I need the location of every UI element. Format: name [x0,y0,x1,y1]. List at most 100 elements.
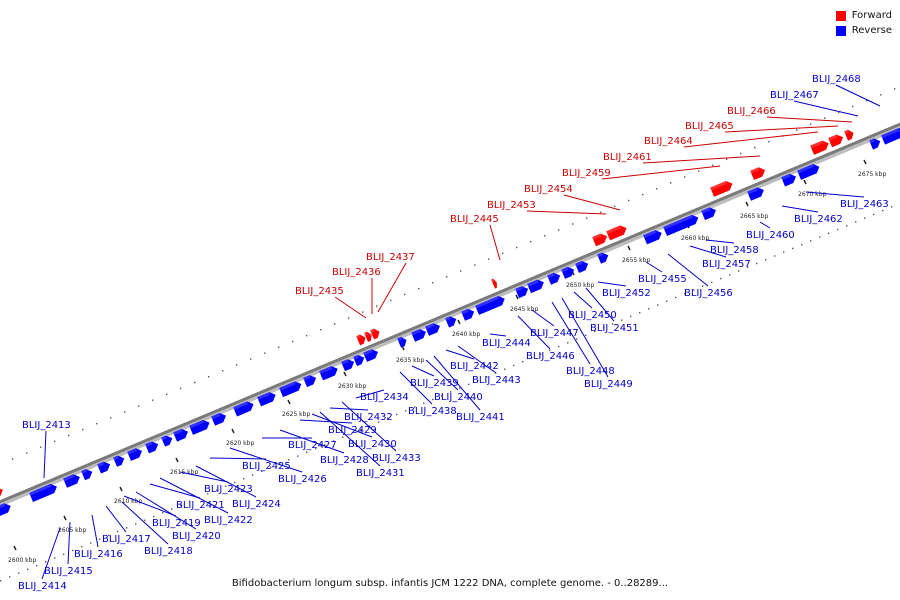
reverse-gene-arrow [663,214,699,237]
ruler-dot [297,455,299,457]
ruler-dot [639,311,641,314]
ruler-dot [414,406,416,408]
gene-highlight [881,128,900,139]
ruler-dot [117,530,119,533]
reverse-label-leader [279,429,345,454]
tick-dots [0,88,896,582]
reverse-label-leader [759,221,771,229]
forward-gene-label: BLIJ_2459 [562,168,611,179]
forward-gene-arrow [844,129,854,141]
forward-gene-arrow [710,180,733,197]
reverse-gene-arrow [211,412,227,426]
ruler-dot [819,236,821,238]
ruler-dot [586,217,588,219]
gene-highlight [781,173,791,181]
ruler-dot [866,99,868,102]
reverse-gene-label: BLIJ_2415 [44,566,93,577]
forward-gene-label: BLIJ_2466 [727,106,776,117]
gene-highlight [97,461,105,468]
reverse-label-leader [433,355,481,411]
reverse-label-leader [645,261,663,273]
reverse-gene-arrow [257,392,276,407]
gene-highlight [828,134,838,141]
reverse-label-leader [489,333,507,337]
ruler-dot [369,425,371,427]
ruler-dot [657,304,659,306]
ruler-dot [45,561,47,563]
gene-highlight [643,230,657,238]
reverse-label-leader [705,239,735,244]
reverse-gene-arrow [161,435,173,447]
reverse-gene-label: BLIJ_2418 [144,546,193,557]
ruler-dot [504,368,506,370]
ruler-dot [124,411,126,413]
reverse-label-leader [355,389,385,399]
ruler-dot [796,129,798,131]
gene-highlight [364,331,369,336]
tick-label: 2645 kbp [510,306,538,313]
ruler-dot [711,281,713,284]
ruler-dot [376,305,378,307]
reverse-gene-label: BLIJ_2442 [450,361,499,372]
forward-gene-body [364,331,372,342]
forward-gene-label: BLIJ_2435 [295,286,344,297]
tick-label: 2660 kbp [681,235,709,242]
forward-label-leader [601,165,721,180]
reverse-gene-label: BLIJ_2444 [482,338,531,349]
gene-highlight [145,441,153,447]
tick-label: 2625 kbp [282,411,310,418]
reverse-gene-label: BLIJ_2448 [566,366,615,377]
ruler-dot [252,474,254,476]
ruler-dot [459,387,461,389]
ruler-dot [432,282,434,284]
reverse-gene-body [663,214,699,237]
ruler-dot [720,277,722,280]
ruler-dot [208,376,210,378]
ruler-dot [628,199,630,202]
forward-gene-arrow [0,487,3,501]
gene-highlight [701,207,711,214]
reverse-gene-label: BLIJ_2457 [702,259,751,270]
forward-gene-label: BLIJ_2464 [644,136,693,147]
ruler-dot [396,413,398,416]
reverse-gene-label: BLIJ_2426 [278,474,327,485]
gene-highlight [63,474,75,482]
forward-gene-body [844,129,854,141]
label-leader-lines [41,84,881,580]
reverse-label-leader [689,245,727,258]
tick-mark [457,319,461,325]
reverse-gene-arrow [547,272,561,285]
forward-gene-body [810,140,829,155]
backbone-shadow [0,122,900,508]
ruler-dot [522,360,524,363]
reverse-gene-body [869,138,881,150]
reverse-gene-body [63,474,80,488]
reverse-gene-label: BLIJ_2422 [204,515,253,526]
reverse-gene-label: BLIJ_2447 [530,328,579,339]
ruler-dot [702,285,704,287]
reverse-gene-arrow [869,138,881,150]
reverse-label-leader [551,301,591,365]
ruler-dot [810,240,812,242]
reverse-gene-body [797,164,820,180]
ruler-dot [99,538,101,540]
ruler-dot [614,205,616,208]
reverse-label-leader [425,359,459,391]
ruler-dot [315,447,317,450]
reverse-gene-body [279,381,302,398]
tick-label: 2640 kbp [452,331,480,338]
ruler-dot [96,423,98,425]
ruler-dot [488,258,490,260]
gene-highlight [425,323,435,330]
ruler-dot [738,270,740,272]
gene-highlight [445,316,451,322]
gene-highlight [29,483,52,496]
gene-highlight [844,129,850,135]
ruler-dot [460,270,462,272]
reverse-gene-arrow [173,428,189,442]
reverse-gene-label: BLIJ_2414 [18,581,67,592]
reverse-label-leader [531,309,555,327]
gene-highlight [592,233,602,240]
ruler-dot [390,299,392,302]
gene-highlight [189,419,205,429]
